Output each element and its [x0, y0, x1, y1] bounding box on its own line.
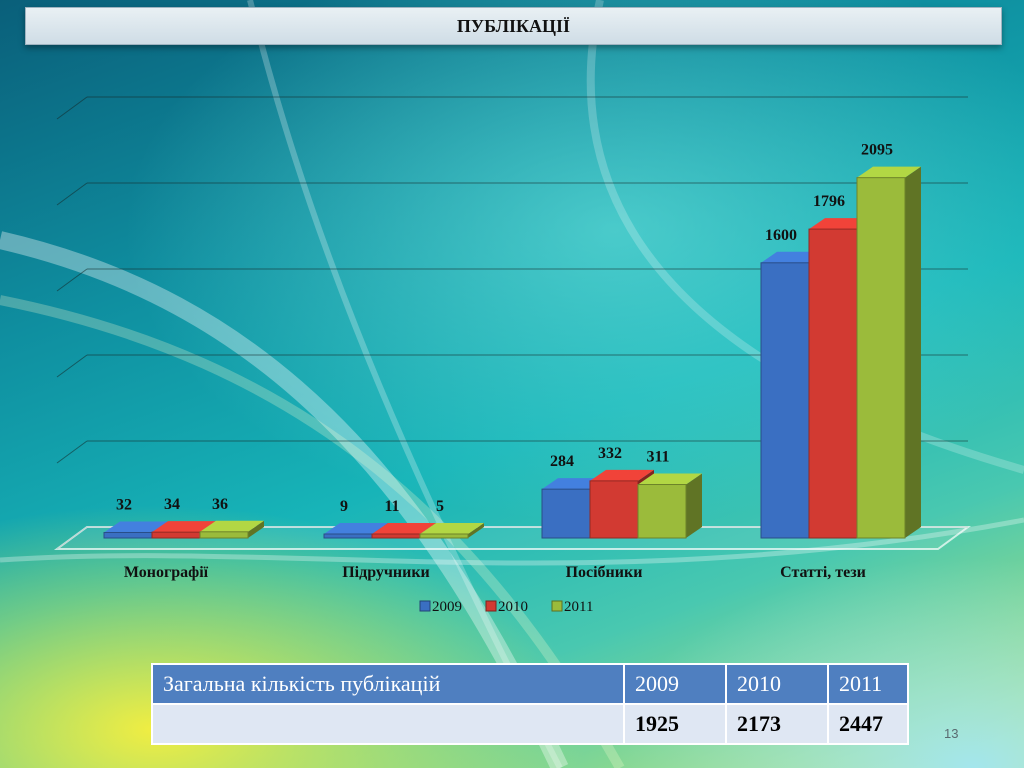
summary-year-2010: 2010	[725, 663, 829, 705]
bar-top-2009	[324, 523, 388, 534]
slide-title: ПУБЛІКАЦІЇ	[456, 15, 571, 36]
category-label: Статті, тези	[780, 564, 866, 581]
grid-side-line	[56, 440, 88, 464]
data-label-2009: 32	[116, 496, 132, 513]
bar-2009	[103, 531, 153, 539]
bar-top-2010	[152, 521, 216, 533]
bar-top-2011	[420, 523, 484, 534]
legend-label-2009: 2009	[432, 599, 462, 615]
bar-2010	[151, 531, 201, 539]
data-label-2011: 311	[646, 449, 669, 466]
grid-side-line	[56, 268, 88, 292]
summary-total-2010: 2173	[725, 703, 829, 745]
data-label-2009: 1600	[765, 227, 797, 244]
category-label: Посібники	[566, 564, 643, 581]
bar-top-2011	[638, 473, 702, 485]
data-label-2010: 34	[164, 496, 180, 513]
bar-top-2010	[590, 469, 654, 481]
bar-2010	[589, 480, 639, 539]
legend-swatch-2010	[485, 600, 497, 612]
data-label-2011: 5	[436, 498, 444, 515]
summary-year-2009: 2009	[623, 663, 727, 705]
data-label-2010: 1796	[813, 193, 845, 210]
data-label-2010: 11	[384, 498, 399, 515]
publications-chart: 32 34 36 Монографії 9 11 5 Підручники 284 332 311 П…	[53, 96, 972, 615]
bar-2009	[323, 533, 373, 539]
summary-values-row: 1925 2173 2447	[151, 703, 909, 745]
legend-label-2010: 2010	[498, 599, 528, 615]
bar-2010	[371, 533, 421, 539]
summary-header-row: Загальна кількість публікацій 2009 2010 …	[151, 663, 909, 705]
legend-swatch-2009	[419, 600, 431, 612]
bar-side-2011	[686, 473, 702, 538]
grid-side-line	[56, 182, 88, 206]
bar-2011	[856, 177, 906, 539]
grid-side-line	[56, 354, 88, 378]
bar-2011	[199, 531, 249, 539]
data-label-2011: 36	[212, 496, 228, 513]
data-label-2011: 2095	[861, 142, 893, 159]
bar-2010	[808, 228, 858, 539]
summary-year-2011: 2011	[827, 663, 909, 705]
bar-2011	[637, 484, 687, 539]
category-label: Підручники	[342, 564, 430, 581]
bar-top-2010	[372, 523, 436, 534]
summary-label: Загальна кількість публікацій	[151, 663, 625, 705]
summary-total-2009: 1925	[623, 703, 727, 745]
slide-title-bar: ПУБЛІКАЦІЇ	[25, 7, 1002, 45]
bar-side-2011	[248, 520, 264, 538]
summary-table: Загальна кількість публікацій 2009 2010 …	[151, 663, 909, 745]
bar-top-2011	[200, 520, 264, 532]
bar-2011	[419, 533, 469, 539]
bar-top-2011	[857, 166, 921, 178]
grid-side-line	[56, 96, 88, 120]
legend-label-2011: 2011	[564, 599, 593, 615]
chart-floor	[53, 526, 972, 550]
bar-side-2011	[468, 523, 484, 538]
data-label-2009: 284	[550, 453, 574, 470]
summary-total-2011: 2447	[827, 703, 909, 745]
summary-empty-cell	[151, 703, 625, 745]
bar-side-2011	[905, 166, 921, 538]
legend-swatch-2011	[551, 600, 563, 612]
bar-2009	[541, 488, 591, 539]
data-label-2010: 332	[598, 445, 622, 462]
bar-2009	[760, 262, 810, 539]
bar-top-2009	[104, 521, 168, 533]
category-label: Монографії	[124, 564, 209, 581]
data-label-2009: 9	[340, 498, 348, 515]
slide-number: 13	[944, 726, 959, 741]
